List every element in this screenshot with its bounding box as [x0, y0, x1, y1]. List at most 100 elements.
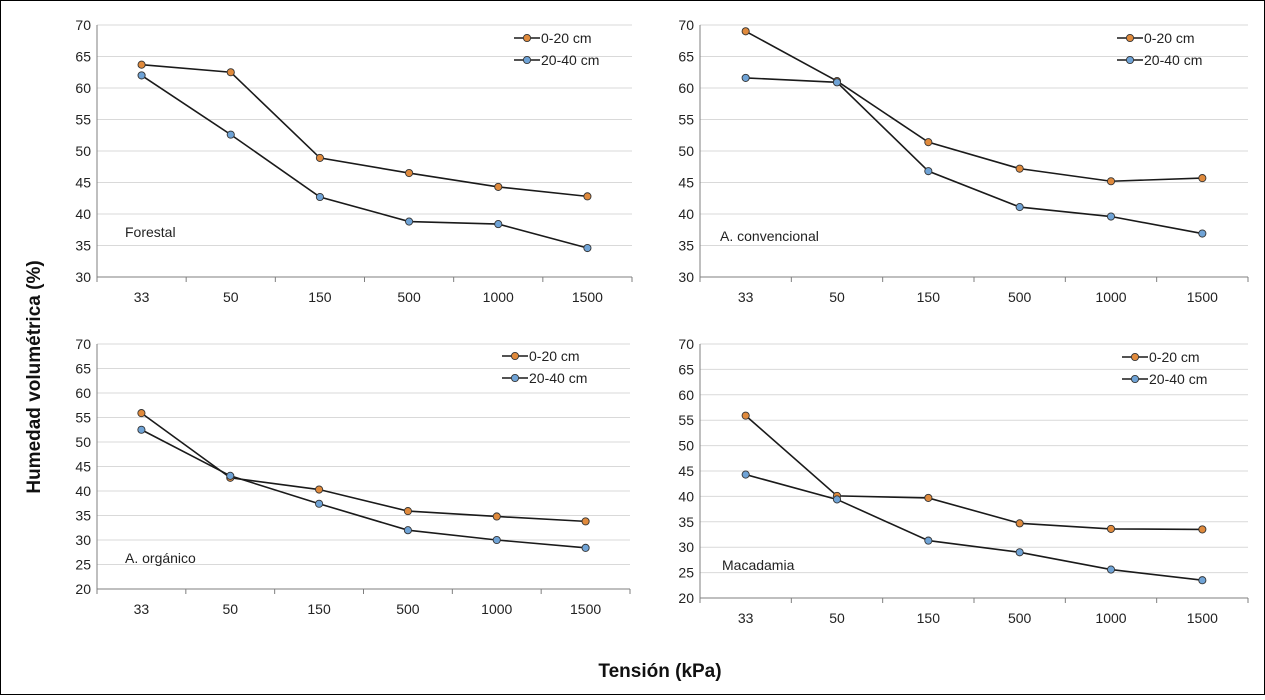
data-point	[315, 499, 324, 508]
y-tick-label: 45	[75, 175, 91, 191]
y-tick-label: 70	[75, 17, 91, 33]
y-tick-label: 65	[678, 49, 694, 65]
y-tick-label: 45	[678, 463, 694, 479]
y-tick-label: 65	[678, 361, 694, 377]
series-line-2	[141, 429, 586, 549]
legend-label: 20-40 cm	[1149, 371, 1207, 387]
x-tick-label: 1000	[481, 601, 512, 617]
legend-label: 20-40 cm	[529, 370, 587, 386]
y-tick-label: 60	[75, 80, 91, 96]
legend-label: 20-40 cm	[541, 52, 599, 68]
y-tick-label: 35	[75, 508, 91, 524]
y-tick-label: 65	[75, 49, 91, 65]
y-tick-label: 30	[75, 269, 91, 285]
data-point	[741, 411, 750, 420]
y-tick-label: 60	[678, 80, 694, 96]
legend-label: 0-20 cm	[1144, 30, 1195, 46]
legend-label: 0-20 cm	[541, 30, 592, 46]
x-tick-label: 150	[307, 601, 331, 617]
data-point	[492, 535, 501, 545]
data-point	[1106, 212, 1116, 221]
data-point	[1198, 229, 1207, 238]
y-tick-label: 60	[75, 385, 91, 401]
y-tick-label: 70	[678, 17, 694, 33]
series-line-2	[141, 74, 588, 249]
x-tick-label: 33	[738, 610, 754, 626]
data-point	[403, 507, 412, 516]
series-line-1	[141, 63, 588, 198]
data-point	[583, 192, 592, 201]
y-tick-label: 40	[75, 483, 91, 499]
data-point	[1106, 177, 1116, 186]
data-point	[583, 243, 592, 253]
chart-panel-4: 20 25 30 35 40 45 50 55 60 65 70 33 50 150 500 1000 1500…	[678, 336, 1249, 626]
data-point	[226, 130, 235, 139]
x-tick-label: 33	[738, 289, 754, 305]
x-tick-label: 50	[829, 289, 845, 305]
y-tick-label: 70	[75, 336, 91, 352]
y-tick-label: 55	[678, 112, 694, 128]
data-point	[1015, 548, 1024, 557]
y-tick-label: 45	[75, 459, 91, 475]
legend-label: 0-20 cm	[529, 348, 580, 364]
data-point	[405, 168, 414, 178]
y-tick-label: 30	[678, 269, 694, 285]
y-tick-label: 50	[678, 143, 694, 159]
data-point	[924, 138, 933, 147]
data-point	[924, 167, 933, 176]
legend-marker	[1130, 352, 1140, 362]
x-tick-label: 50	[222, 601, 238, 617]
legend-marker	[1125, 55, 1135, 65]
y-tick-label: 35	[678, 514, 694, 530]
y-tick-label: 35	[75, 238, 91, 254]
data-point	[1015, 164, 1024, 173]
x-axis-title: Tensión (kPa)	[598, 661, 721, 682]
legend-label: 20-40 cm	[1144, 52, 1202, 68]
y-tick-label: 30	[678, 539, 694, 555]
data-point	[1015, 203, 1024, 212]
series-line-1	[745, 415, 1203, 531]
y-tick-label: 20	[75, 581, 91, 597]
data-point	[492, 512, 501, 521]
y-tick-label: 45	[678, 175, 694, 191]
x-tick-label: 50	[223, 289, 239, 305]
x-tick-label: 1000	[483, 289, 514, 305]
legend-marker	[522, 33, 532, 43]
data-point	[581, 517, 590, 526]
x-tick-label: 150	[917, 289, 941, 305]
panel-label: A. convencional	[720, 228, 819, 244]
legend-label: 0-20 cm	[1149, 349, 1200, 365]
x-tick-label: 500	[1008, 289, 1032, 305]
data-point	[1198, 525, 1207, 534]
y-tick-label: 65	[75, 361, 91, 377]
data-point	[581, 543, 590, 552]
legend-marker	[510, 373, 520, 383]
chart-panel-1: 30 35 40 45 50 55 60 65 70 33 50 150 500 1000 1500 Fore…	[75, 17, 633, 305]
x-tick-label: 1000	[1095, 289, 1126, 305]
x-tick-label: 150	[917, 610, 941, 626]
data-point	[226, 471, 235, 480]
series-line-2	[745, 473, 1203, 582]
x-tick-label: 50	[829, 610, 845, 626]
panel-label: A. orgánico	[125, 550, 196, 566]
data-point	[924, 493, 933, 502]
y-tick-label: 55	[678, 412, 694, 428]
y-tick-label: 50	[678, 438, 694, 454]
x-tick-label: 1500	[1187, 610, 1218, 626]
y-tick-label: 70	[678, 336, 694, 352]
y-tick-label: 60	[678, 387, 694, 403]
data-point	[741, 470, 750, 479]
chart-panels: 30 35 40 45 50 55 60 65 70 33 50 150 500 1000 1500 Fore…	[75, 17, 1249, 626]
data-point	[315, 192, 324, 202]
series-line-1	[745, 30, 1203, 183]
data-point	[1198, 174, 1207, 183]
data-point	[1106, 565, 1116, 574]
legend-marker	[522, 55, 532, 65]
chart-panel-2: 30 35 40 45 50 55 60 65 70 33 50 150 500 1000 1500 A. c…	[678, 17, 1249, 305]
y-tick-label: 50	[75, 434, 91, 450]
y-tick-label: 25	[75, 557, 91, 573]
legend-marker	[510, 351, 520, 361]
x-tick-label: 1500	[572, 289, 603, 305]
x-tick-label: 500	[1008, 610, 1032, 626]
